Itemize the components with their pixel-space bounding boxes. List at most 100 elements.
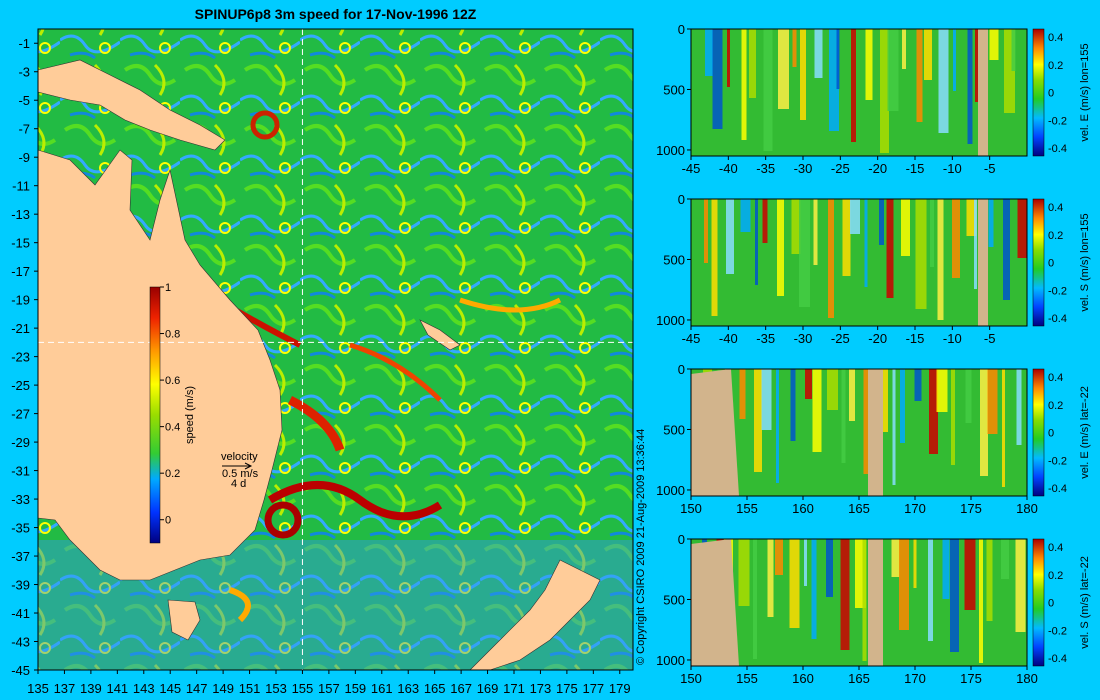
- map-y-tick-label: -37: [11, 549, 30, 564]
- map-y-tick-label: -3: [18, 65, 30, 80]
- map-y-tick-label: -5: [18, 93, 30, 108]
- map-y-tick-label: -25: [11, 378, 30, 393]
- section-x-tick-label: 175: [960, 671, 982, 686]
- tasmania-landmass: [167, 599, 201, 641]
- section-anomaly: [914, 369, 922, 401]
- map-y-tick-label: -7: [18, 122, 30, 137]
- section-y-tick-label: 500: [663, 252, 685, 267]
- section-anomaly: [924, 29, 932, 80]
- section-anomaly: [863, 369, 872, 474]
- section-anomaly: [979, 539, 983, 663]
- map-x-tick-label: 137: [54, 681, 76, 696]
- map-x-tick-label: 155: [292, 681, 314, 696]
- section-colorbar-gradient: [1032, 28, 1045, 157]
- section-anomaly: [778, 29, 789, 109]
- section-colorbar-tick-label: -0.2: [1048, 625, 1067, 637]
- section-x-tick-label: -5: [984, 161, 996, 176]
- map-frame: [37, 28, 634, 671]
- section-anomaly: [915, 199, 927, 309]
- section-colorbar-tick-label: 0.4: [1048, 542, 1063, 554]
- section-anomaly: [704, 199, 708, 263]
- section-anomaly: [812, 369, 822, 452]
- map-y-tick-label: -19: [11, 293, 30, 308]
- map-y-tick-label: -29: [11, 435, 30, 450]
- section-anomaly: [754, 369, 762, 472]
- map-x-tick-label: 157: [318, 681, 340, 696]
- section-frame: [690, 28, 1028, 157]
- section-anomaly: [753, 539, 757, 659]
- section-x-tick-label: 160: [792, 501, 814, 516]
- section-colorbar-tick-label: 0.4: [1048, 372, 1063, 384]
- current-jet-6: [228, 587, 251, 623]
- section-colorbar-tick-label: 0.2: [1048, 400, 1063, 412]
- section-anomaly: [827, 369, 838, 410]
- section-anomaly: [739, 369, 746, 419]
- section-colorbar-label: vel. S (m/s) lon=155: [1079, 213, 1091, 311]
- map-x-tick-label: 151: [239, 681, 261, 696]
- section-colorbar-gradient: [1032, 198, 1045, 327]
- section-x-tick-label: -20: [868, 161, 887, 176]
- section-y-tick-label: 0: [678, 532, 685, 547]
- section-y-tick-label: 1000: [656, 313, 685, 328]
- section-anomaly: [726, 199, 734, 274]
- speed-colorbar: 1 0.8 0.6 0.4 0.2 0 speed (m/s): [149, 282, 196, 544]
- section-colorbar-tick-label: -0.2: [1048, 455, 1067, 467]
- section-x-tick-label: -10: [943, 331, 962, 346]
- section-anomaly: [791, 199, 801, 254]
- section-anomaly: [775, 539, 783, 575]
- section-colorbar-gradient: [1032, 538, 1045, 667]
- map-x-tick-label: 159: [344, 681, 366, 696]
- map-x-tick-label: 179: [609, 681, 631, 696]
- section-anomaly: [763, 29, 773, 151]
- section-y-tick-label: 0: [678, 22, 685, 37]
- map-y-tick-label: -23: [11, 350, 30, 365]
- section-x-tick-label: 155: [736, 671, 758, 686]
- speed-colorbar-tick-label: 0: [165, 515, 171, 527]
- map-y-tick-label: -41: [11, 606, 30, 621]
- section-anomaly: [855, 539, 866, 608]
- section-land-mask: [868, 369, 883, 496]
- eddy-1: [250, 110, 280, 140]
- map-x-tick-label: 165: [424, 681, 446, 696]
- section-x-tick-label: -20: [868, 331, 887, 346]
- section-colorbar-tick-label: 0: [1048, 598, 1054, 610]
- map-y-ticks: -1 -3 -5 -7 -9 -11 -13 -15 -17 -19 -21 -23 -25 -27 -29…: [11, 36, 38, 678]
- section-colorbar-tick-label: 0: [1048, 428, 1054, 440]
- page-title: SPINUP6p8 3m speed for 17-Nov-1996 12Z: [194, 6, 477, 22]
- section-anomaly: [886, 199, 894, 298]
- map-y-tick-label: -31: [11, 464, 30, 479]
- map-x-tick-label: 149: [212, 681, 234, 696]
- section-anomaly: [901, 199, 910, 256]
- velocity-legend-label: velocity: [221, 451, 258, 463]
- map-y-tick-label: -27: [11, 407, 30, 422]
- section-anomaly: [930, 199, 934, 267]
- section-anomaly: [1002, 369, 1005, 487]
- section-anomaly: [1015, 539, 1026, 632]
- section-anomaly: [942, 539, 950, 599]
- map-y-tick-label: -9: [18, 150, 30, 165]
- section-anomaly: [741, 29, 747, 140]
- current-jet-4: [349, 342, 442, 402]
- speed-colorbar-ticks: 1 0.8 0.6 0.4 0.2 0: [160, 282, 180, 527]
- map-y-tick-label: -45: [11, 663, 30, 678]
- map-x-tick-label: 153: [265, 681, 287, 696]
- section-anomaly: [916, 29, 923, 122]
- section-anomaly: [776, 369, 779, 483]
- section-anomaly: [755, 199, 758, 285]
- section-x-tick-label: -40: [719, 331, 738, 346]
- current-jet-3: [287, 395, 345, 452]
- section-colorbar-tick-label: 0.4: [1048, 32, 1063, 44]
- section-anomaly: [813, 199, 818, 265]
- section-anomaly: [967, 29, 973, 144]
- section-colorbar-tick-label: 0: [1048, 88, 1054, 100]
- section-anomaly: [862, 539, 867, 661]
- section-colorbar-tick-label: 0.4: [1048, 202, 1063, 214]
- section-x-tick-label: 150: [680, 501, 702, 516]
- section-anomaly: [851, 29, 856, 142]
- section-x-tick-label: -25: [831, 331, 850, 346]
- copyright-text: © Copyright CSIRO 2009 21-Aug-2009 13:36…: [635, 429, 647, 665]
- section-land-mask: [691, 539, 739, 666]
- section-anomaly: [950, 539, 959, 652]
- section-anomaly: [989, 29, 999, 60]
